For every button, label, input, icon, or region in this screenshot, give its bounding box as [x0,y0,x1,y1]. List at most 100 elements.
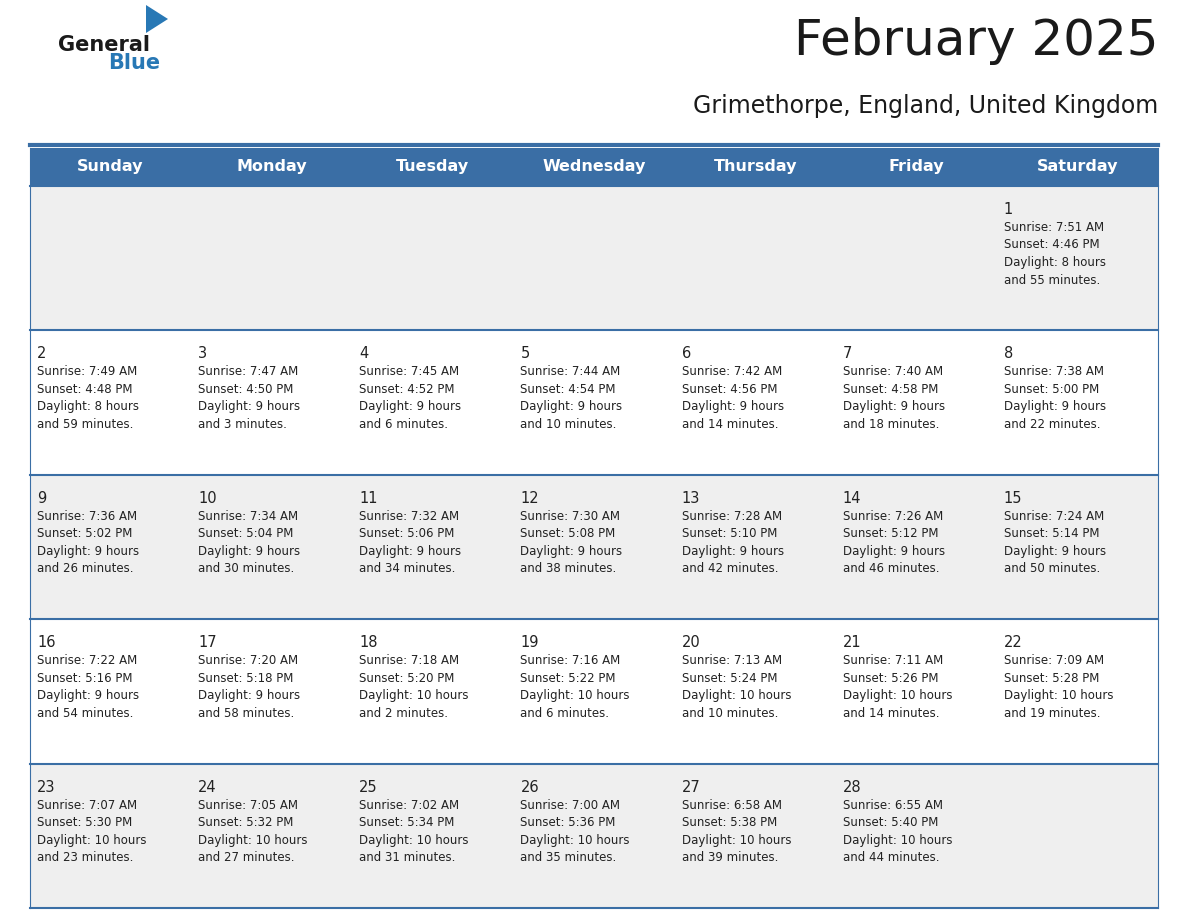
Bar [30,764,1158,908]
Text: and 44 minutes.: and 44 minutes. [842,851,940,864]
Text: and 14 minutes.: and 14 minutes. [842,707,940,720]
Text: 18: 18 [359,635,378,650]
Text: Daylight: 9 hours: Daylight: 9 hours [520,544,623,558]
Text: and 35 minutes.: and 35 minutes. [520,851,617,864]
Text: 12: 12 [520,491,539,506]
Text: Sunset: 5:38 PM: Sunset: 5:38 PM [682,816,777,829]
Text: and 58 minutes.: and 58 minutes. [198,707,295,720]
Text: Sunrise: 7:11 AM: Sunrise: 7:11 AM [842,655,943,667]
Text: Sunset: 5:26 PM: Sunset: 5:26 PM [842,672,939,685]
Bar [30,148,1158,186]
Text: Sunset: 5:24 PM: Sunset: 5:24 PM [682,672,777,685]
Text: Daylight: 10 hours: Daylight: 10 hours [682,689,791,702]
Text: Sunrise: 7:40 AM: Sunrise: 7:40 AM [842,365,943,378]
Text: Sunrise: 7:38 AM: Sunrise: 7:38 AM [1004,365,1104,378]
Text: 2: 2 [37,346,46,362]
Text: Tuesday: Tuesday [397,160,469,174]
Text: 23: 23 [37,779,56,795]
Text: Sunset: 4:54 PM: Sunset: 4:54 PM [520,383,615,396]
Text: Saturday: Saturday [1037,160,1118,174]
Text: Sunrise: 7:26 AM: Sunrise: 7:26 AM [842,509,943,522]
Text: Sunrise: 7:09 AM: Sunrise: 7:09 AM [1004,655,1104,667]
Text: Sunset: 5:40 PM: Sunset: 5:40 PM [842,816,939,829]
Text: Daylight: 10 hours: Daylight: 10 hours [520,834,630,846]
Text: Daylight: 10 hours: Daylight: 10 hours [842,834,953,846]
Text: Daylight: 10 hours: Daylight: 10 hours [359,834,469,846]
Text: Sunrise: 7:07 AM: Sunrise: 7:07 AM [37,799,137,812]
Text: Daylight: 9 hours: Daylight: 9 hours [842,544,944,558]
Text: and 46 minutes.: and 46 minutes. [842,563,940,576]
Text: Sunrise: 7:36 AM: Sunrise: 7:36 AM [37,509,137,522]
Text: 15: 15 [1004,491,1023,506]
Text: 9: 9 [37,491,46,506]
Text: and 38 minutes.: and 38 minutes. [520,563,617,576]
Text: Daylight: 9 hours: Daylight: 9 hours [359,400,461,413]
Text: February 2025: February 2025 [794,17,1158,65]
Text: 6: 6 [682,346,690,362]
Text: Daylight: 9 hours: Daylight: 9 hours [198,400,301,413]
Text: Daylight: 9 hours: Daylight: 9 hours [1004,544,1106,558]
Text: and 10 minutes.: and 10 minutes. [682,707,778,720]
Text: Daylight: 9 hours: Daylight: 9 hours [520,400,623,413]
Text: Daylight: 10 hours: Daylight: 10 hours [520,689,630,702]
Text: Sunset: 5:10 PM: Sunset: 5:10 PM [682,527,777,541]
Text: Sunset: 5:08 PM: Sunset: 5:08 PM [520,527,615,541]
Text: and 50 minutes.: and 50 minutes. [1004,563,1100,576]
Text: 20: 20 [682,635,700,650]
Text: and 42 minutes.: and 42 minutes. [682,563,778,576]
Text: Daylight: 10 hours: Daylight: 10 hours [682,834,791,846]
Text: Sunset: 5:00 PM: Sunset: 5:00 PM [1004,383,1099,396]
Text: Sunset: 4:46 PM: Sunset: 4:46 PM [1004,239,1099,252]
Text: Sunset: 5:12 PM: Sunset: 5:12 PM [842,527,939,541]
Text: and 19 minutes.: and 19 minutes. [1004,707,1100,720]
Text: Daylight: 10 hours: Daylight: 10 hours [359,689,469,702]
Text: Sunrise: 7:47 AM: Sunrise: 7:47 AM [198,365,298,378]
Bar [30,475,1158,620]
Text: 24: 24 [198,779,216,795]
Text: 7: 7 [842,346,852,362]
Text: 21: 21 [842,635,861,650]
Text: and 26 minutes.: and 26 minutes. [37,563,133,576]
Text: Sunrise: 7:22 AM: Sunrise: 7:22 AM [37,655,138,667]
Text: Sunset: 4:58 PM: Sunset: 4:58 PM [842,383,939,396]
Text: Sunset: 5:22 PM: Sunset: 5:22 PM [520,672,615,685]
Text: 28: 28 [842,779,861,795]
Text: 14: 14 [842,491,861,506]
Text: and 6 minutes.: and 6 minutes. [520,707,609,720]
Text: and 54 minutes.: and 54 minutes. [37,707,133,720]
Text: Daylight: 9 hours: Daylight: 9 hours [359,544,461,558]
Text: Sunrise: 7:24 AM: Sunrise: 7:24 AM [1004,509,1104,522]
Text: Sunset: 5:30 PM: Sunset: 5:30 PM [37,816,132,829]
Text: Sunset: 5:18 PM: Sunset: 5:18 PM [198,672,293,685]
Polygon shape [146,5,168,33]
Text: 22: 22 [1004,635,1023,650]
Bar [30,620,1158,764]
Text: Sunrise: 7:13 AM: Sunrise: 7:13 AM [682,655,782,667]
Text: Daylight: 10 hours: Daylight: 10 hours [198,834,308,846]
Text: Daylight: 9 hours: Daylight: 9 hours [37,544,139,558]
Text: Friday: Friday [889,160,944,174]
Text: 10: 10 [198,491,216,506]
Text: 5: 5 [520,346,530,362]
Text: Daylight: 9 hours: Daylight: 9 hours [1004,400,1106,413]
Text: Thursday: Thursday [713,160,797,174]
Text: Wednesday: Wednesday [542,160,646,174]
Text: and 2 minutes.: and 2 minutes. [359,707,448,720]
Text: Daylight: 8 hours: Daylight: 8 hours [1004,256,1106,269]
Text: 26: 26 [520,779,539,795]
Text: Sunset: 5:36 PM: Sunset: 5:36 PM [520,816,615,829]
Bar [30,186,1158,330]
Text: Sunset: 4:48 PM: Sunset: 4:48 PM [37,383,133,396]
Text: Sunrise: 7:49 AM: Sunrise: 7:49 AM [37,365,138,378]
Text: and 39 minutes.: and 39 minutes. [682,851,778,864]
Text: Sunday: Sunday [77,160,144,174]
Text: 1: 1 [1004,202,1013,217]
Text: Sunrise: 7:16 AM: Sunrise: 7:16 AM [520,655,620,667]
Text: Daylight: 10 hours: Daylight: 10 hours [842,689,953,702]
Text: and 27 minutes.: and 27 minutes. [198,851,295,864]
Text: 13: 13 [682,491,700,506]
Text: and 34 minutes.: and 34 minutes. [359,563,456,576]
Text: and 59 minutes.: and 59 minutes. [37,418,133,431]
Text: Daylight: 8 hours: Daylight: 8 hours [37,400,139,413]
Text: Sunset: 5:16 PM: Sunset: 5:16 PM [37,672,133,685]
